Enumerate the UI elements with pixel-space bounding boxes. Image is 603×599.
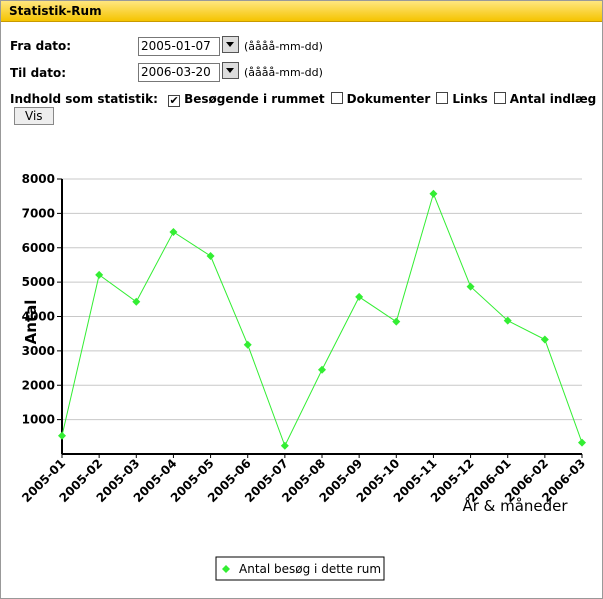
data-point <box>578 438 586 447</box>
data-point <box>540 335 549 344</box>
checkbox[interactable] <box>436 92 449 104</box>
content-label: Indhold som statistik: <box>10 92 158 106</box>
data-point <box>503 316 512 325</box>
data-point <box>95 270 104 279</box>
data-point <box>280 441 289 450</box>
from-row: Fra dato: <box>10 39 71 53</box>
checkbox-label: Antal indlæg <box>509 92 597 106</box>
y-tick-label: 6000 <box>22 241 55 255</box>
checkbox-label: Dokumenter <box>346 92 431 106</box>
data-point <box>466 282 475 291</box>
to-input[interactable]: 2006-03-20 <box>138 63 220 82</box>
content-row: Indhold som statistik: ✔ Besøgende i rumm… <box>10 92 602 125</box>
y-axis-label: Antal <box>22 300 40 345</box>
y-tick-label: 3000 <box>22 344 55 358</box>
to-hint: (åååå-mm-dd) <box>244 66 323 79</box>
data-point <box>243 340 252 349</box>
title-bar: Statistik-Rum <box>1 1 602 22</box>
button[interactable]: Vis <box>14 107 54 125</box>
to-dropdown[interactable] <box>222 62 239 79</box>
checkbox[interactable] <box>330 92 343 104</box>
data-point <box>429 189 438 198</box>
data-point <box>58 431 66 440</box>
data-point <box>318 365 326 374</box>
data-point <box>132 297 141 306</box>
legend-label: Antal besøg i dette rum <box>239 562 381 576</box>
legend-marker <box>222 565 230 573</box>
checkbox-label: Besøgende i rummet <box>184 92 325 106</box>
y-tick-label: 8000 <box>22 172 55 186</box>
y-tick-label: 1000 <box>22 413 55 427</box>
y-tick-label: 7000 <box>22 206 55 220</box>
x-axis-label: År & måneder <box>462 496 568 515</box>
to-label: Til dato: <box>10 66 67 80</box>
from-dropdown[interactable] <box>222 36 239 53</box>
checkbox[interactable] <box>493 92 506 104</box>
y-tick-label: 2000 <box>22 378 55 392</box>
from-input[interactable]: 2005-01-07 <box>138 37 220 56</box>
data-point <box>206 252 215 260</box>
y-tick-label: 5000 <box>22 275 55 289</box>
from-label: Fra dato: <box>10 39 72 53</box>
legend-box <box>215 556 385 581</box>
from-hint: (åååå-mm-dd) <box>244 40 323 53</box>
checkbox[interactable]: ✔ <box>168 94 181 107</box>
data-point <box>355 292 364 301</box>
data-point <box>392 317 401 326</box>
checkbox-label: Links <box>452 92 488 106</box>
series-line <box>61 192 583 448</box>
to-row: Til dato: <box>10 66 66 80</box>
data-point <box>169 227 178 236</box>
y-tick-label: 4000 <box>22 310 55 324</box>
